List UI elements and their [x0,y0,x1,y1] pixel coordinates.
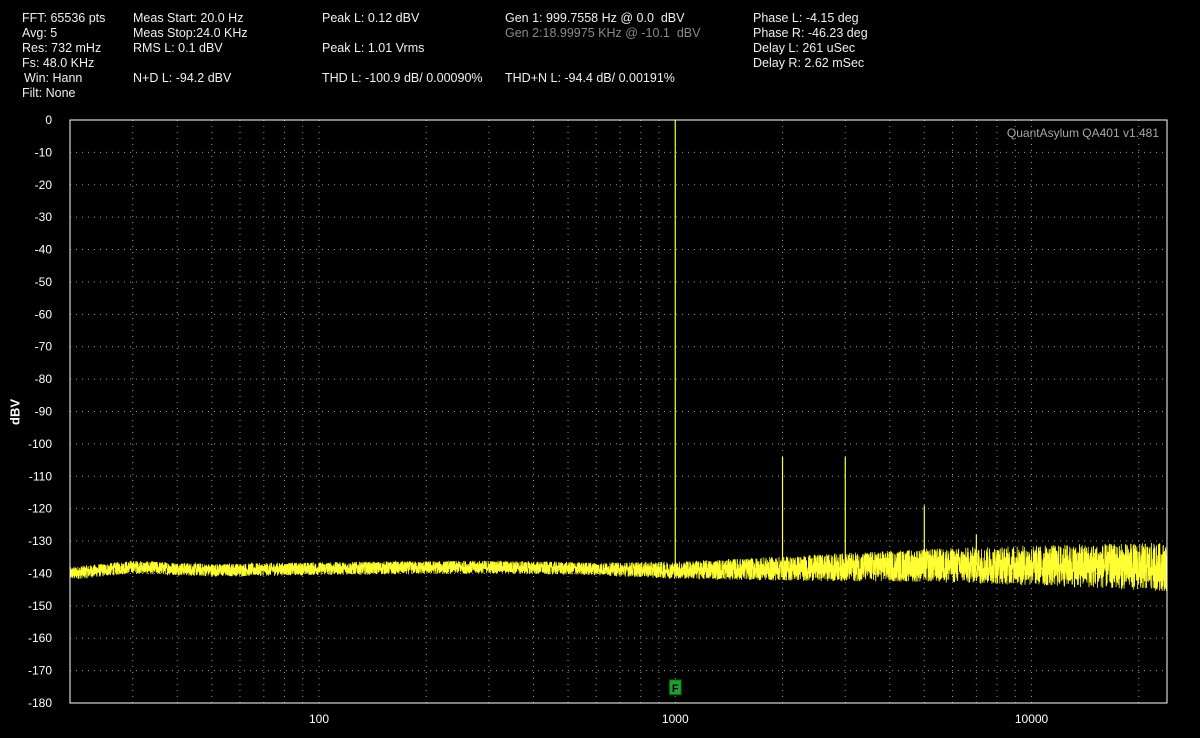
generator-2-readout: Gen 2:18.99975 KHz @ -10.1 dBV [505,26,701,40]
y-axis-label: dBV [7,399,23,425]
sample-rate-readout: Fs: 48.0 KHz [22,56,95,70]
y-tick-label: -60 [35,307,53,321]
generator-1-readout: Gen 1: 999.7558 Hz @ 0.0 dBV [505,11,685,25]
x-tick-label: 100 [309,712,329,726]
y-axis-ticks: 0 -10 -20 -30 -40 -50 -60 -70 -80 -90 -100 -110 -120… [28,113,52,710]
peak-left-dbv-readout: Peak L: 0.12 dBV [322,11,420,25]
y-tick-label: -20 [35,178,53,192]
spectrum-trace [69,120,1168,592]
noise-distortion-left-readout: N+D L: -94.2 dBV [133,71,232,85]
y-tick-label: -90 [35,405,53,419]
y-tick-label: -180 [28,696,52,710]
plot-frame [69,119,1168,704]
y-tick-label: -50 [35,275,53,289]
peak-left-vrms-readout: Peak L: 1.01 Vrms [322,41,425,55]
resolution-readout: Res: 732 mHz [22,41,102,55]
delay-left-readout: Delay L: 261 uSec [753,41,856,55]
window-readout: Win: Hann [24,71,83,85]
y-tick-label: -120 [28,502,52,516]
meas-start-readout: Meas Start: 20.0 Hz [133,11,244,25]
rms-left-readout: RMS L: 0.1 dBV [133,41,223,55]
frequency-marker[interactable]: F [668,679,682,696]
y-tick-label: -70 [35,340,53,354]
y-tick-label: 0 [45,113,52,127]
y-tick-label: -160 [28,631,52,645]
noise-floor-line [69,542,1168,592]
meas-stop-readout: Meas Stop:24.0 KHz [133,26,248,40]
thd-left-readout: THD L: -100.9 dB/ 0.00090% [322,71,483,85]
y-tick-label: -140 [28,566,52,580]
fft-points-readout: FFT: 65536 pts [22,11,106,25]
x-tick-label: 1000 [662,712,689,726]
marker-box [668,679,682,696]
y-tick-label: -40 [35,243,53,257]
y-tick-label: -30 [35,210,53,224]
x-tick-label: 10000 [1015,712,1049,726]
phase-left-readout: Phase L: -4.15 deg [753,11,859,25]
plot-grid [70,120,1167,703]
phase-right-readout: Phase R: -46.23 deg [753,26,868,40]
thdn-left-readout: THD+N L: -94.4 dB/ 0.00191% [505,71,675,85]
y-tick-label: -150 [28,599,52,613]
delay-right-readout: Delay R: 2.62 mSec [753,56,865,70]
y-tick-label: -10 [35,145,53,159]
y-tick-label: -110 [29,469,52,483]
y-tick-label: -80 [35,372,53,386]
y-tick-label: -170 [28,664,52,678]
x-axis-ticks: 100 1000 10000 [309,712,1049,726]
watermark-label: QuantAsylum QA401 v1.481 [1007,126,1159,140]
y-tick-label: -100 [28,437,52,451]
marker-label: F [672,683,679,695]
filter-readout: Filt: None [22,86,76,100]
y-tick-label: -130 [28,534,52,548]
averages-readout: Avg: 5 [22,26,58,40]
